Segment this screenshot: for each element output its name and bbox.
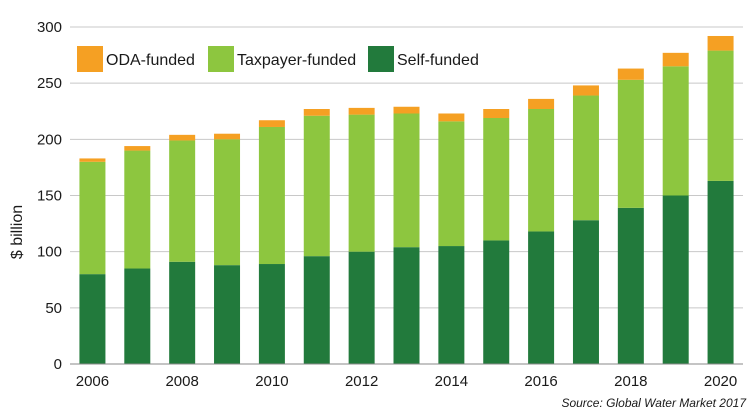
bar-taxpayer-funded-2015 xyxy=(483,117,510,241)
bar-self-funded-2006 xyxy=(79,274,106,364)
bar-taxpayer-funded-2009 xyxy=(214,139,241,266)
y-tick-label: 100 xyxy=(37,244,62,261)
y-tick-label: 250 xyxy=(37,75,62,92)
y-tick-label: 300 xyxy=(37,19,62,36)
bar-self-funded-2016 xyxy=(528,231,555,364)
bar-oda-funded-2017 xyxy=(572,85,599,96)
y-tick-label: 200 xyxy=(37,131,62,148)
y-tick-label: 50 xyxy=(45,300,62,317)
bar-self-funded-2011 xyxy=(303,256,330,364)
bar-self-funded-2012 xyxy=(348,251,375,364)
bar-oda-funded-2006 xyxy=(79,158,106,162)
x-tick-label-2012: 2012 xyxy=(345,373,378,390)
bar-taxpayer-funded-2006 xyxy=(79,161,106,275)
x-tick-label-2014: 2014 xyxy=(435,373,468,390)
bars xyxy=(79,35,734,364)
bar-oda-funded-2008 xyxy=(169,134,196,141)
bar-oda-funded-2016 xyxy=(528,98,555,110)
bar-oda-funded-2009 xyxy=(214,133,241,140)
y-axis: 0 50 100 150 200 250 300 xyxy=(37,19,62,373)
bar-taxpayer-funded-2008 xyxy=(169,140,196,262)
bar-self-funded-2014 xyxy=(438,246,465,364)
bar-oda-funded-2018 xyxy=(617,68,644,80)
legend-swatch-self-funded xyxy=(368,46,394,72)
bar-self-funded-2013 xyxy=(393,247,420,364)
bar-self-funded-2017 xyxy=(572,220,599,364)
bar-oda-funded-2019 xyxy=(662,52,689,67)
bar-taxpayer-funded-2017 xyxy=(572,95,599,221)
bar-self-funded-2010 xyxy=(258,264,285,364)
bar-self-funded-2009 xyxy=(214,265,241,364)
x-tick-label-2020: 2020 xyxy=(704,373,737,390)
x-tick-label-2018: 2018 xyxy=(614,373,647,390)
bar-self-funded-2019 xyxy=(662,195,689,364)
x-tick-label-2016: 2016 xyxy=(524,373,557,390)
y-axis-title: $ billion xyxy=(9,205,26,259)
legend-label-oda-funded: ODA-funded xyxy=(106,52,195,69)
bar-self-funded-2008 xyxy=(169,261,196,364)
legend-label-self-funded: Self-funded xyxy=(397,52,479,69)
bar-taxpayer-funded-2018 xyxy=(617,79,644,208)
bar-oda-funded-2015 xyxy=(483,109,510,118)
bar-oda-funded-2012 xyxy=(348,107,375,115)
bar-taxpayer-funded-2020 xyxy=(707,50,734,181)
bar-oda-funded-2020 xyxy=(707,35,734,51)
bar-self-funded-2015 xyxy=(483,240,510,364)
legend: ODA-funded Taxpayer-funded Self-funded xyxy=(77,46,479,72)
source-note: Source: Global Water Market 2017 xyxy=(561,396,747,410)
bar-oda-funded-2014 xyxy=(438,113,465,122)
bar-taxpayer-funded-2016 xyxy=(528,109,555,232)
bar-oda-funded-2013 xyxy=(393,106,420,114)
bar-taxpayer-funded-2010 xyxy=(258,126,285,265)
legend-label-taxpayer-funded: Taxpayer-funded xyxy=(237,52,356,69)
bar-taxpayer-funded-2012 xyxy=(348,114,375,252)
bar-self-funded-2020 xyxy=(707,180,734,364)
bar-taxpayer-funded-2013 xyxy=(393,113,420,248)
bar-oda-funded-2011 xyxy=(303,109,330,116)
y-tick-label: 0 xyxy=(54,356,62,373)
bar-taxpayer-funded-2011 xyxy=(303,115,330,257)
bar-taxpayer-funded-2014 xyxy=(438,121,465,247)
bar-oda-funded-2007 xyxy=(124,146,151,151)
bar-self-funded-2007 xyxy=(124,268,151,364)
bar-self-funded-2018 xyxy=(617,207,644,364)
bar-taxpayer-funded-2007 xyxy=(124,150,151,269)
bar-oda-funded-2010 xyxy=(258,120,285,127)
y-tick-label: 150 xyxy=(37,188,62,205)
x-tick-label-2006: 2006 xyxy=(76,373,109,390)
x-tick-label-2010: 2010 xyxy=(255,373,288,390)
legend-swatch-taxpayer-funded xyxy=(208,46,234,72)
legend-swatch-oda-funded xyxy=(77,46,103,72)
bar-taxpayer-funded-2019 xyxy=(662,66,689,196)
x-tick-label-2008: 2008 xyxy=(165,373,198,390)
x-axis: 2006 2008 2010 2012 2014 2016 2018 2020 xyxy=(70,363,743,390)
